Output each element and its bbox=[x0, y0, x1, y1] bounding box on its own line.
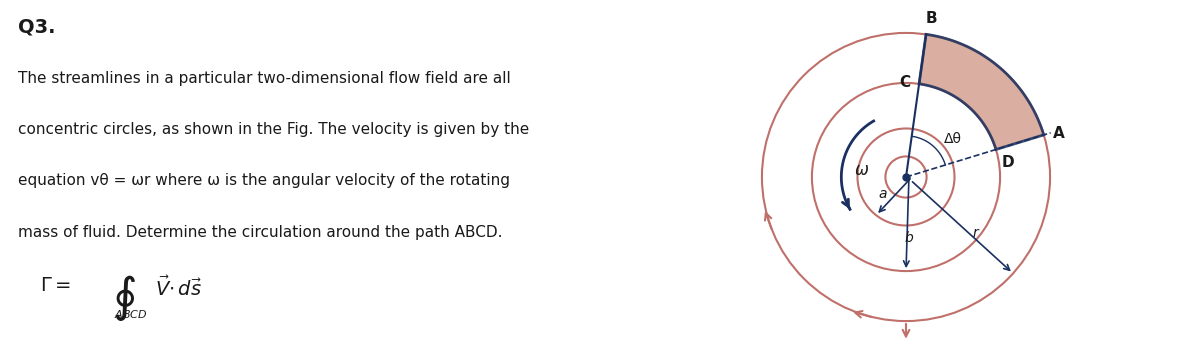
Text: a: a bbox=[878, 187, 887, 201]
Text: $\vec{V}{\cdot}\,d\vec{s}$: $\vec{V}{\cdot}\,d\vec{s}$ bbox=[155, 276, 202, 300]
Text: ω: ω bbox=[854, 161, 869, 179]
Text: B: B bbox=[926, 11, 937, 25]
Text: equation vθ = ωr where ω is the angular velocity of the rotating: equation vθ = ωr where ω is the angular … bbox=[18, 173, 510, 188]
Text: mass of fluid. Determine the circulation around the path ABCD.: mass of fluid. Determine the circulation… bbox=[18, 225, 503, 240]
Text: C: C bbox=[899, 75, 911, 90]
Text: A: A bbox=[1052, 126, 1064, 141]
Text: Δθ: Δθ bbox=[944, 132, 962, 146]
Text: $ABCD$: $ABCD$ bbox=[114, 308, 148, 320]
Text: concentric circles, as shown in the Fig. The velocity is given by the: concentric circles, as shown in the Fig.… bbox=[18, 122, 529, 137]
Text: b: b bbox=[905, 232, 913, 245]
Text: D: D bbox=[1002, 155, 1014, 170]
Text: $\oint$: $\oint$ bbox=[112, 273, 136, 322]
Polygon shape bbox=[919, 34, 1044, 149]
Text: Q3.: Q3. bbox=[18, 18, 55, 37]
Text: The streamlines in a particular two-dimensional flow field are all: The streamlines in a particular two-dime… bbox=[18, 71, 511, 86]
Text: $\mathit{\Gamma}=$: $\mathit{\Gamma}=$ bbox=[40, 276, 71, 295]
Text: r: r bbox=[972, 226, 978, 240]
